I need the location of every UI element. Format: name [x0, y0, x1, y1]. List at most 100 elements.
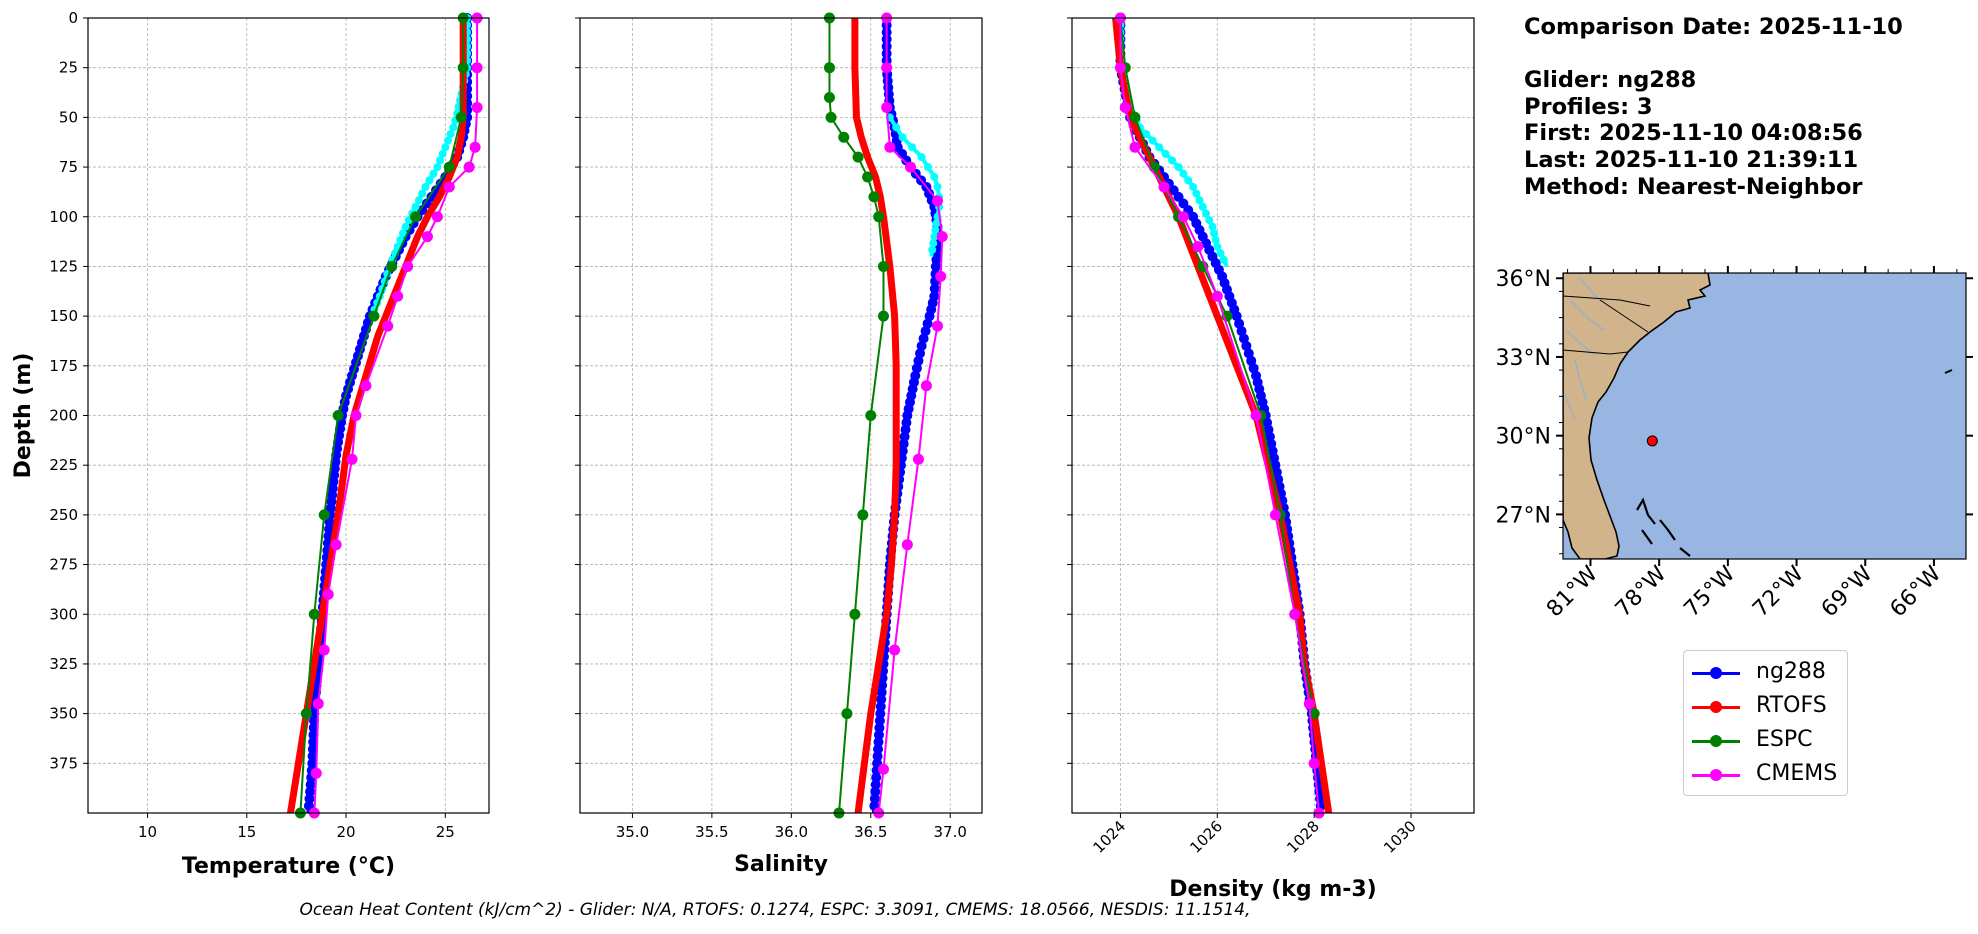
legend-label-rtofs: RTOFS — [1756, 693, 1827, 718]
data-point — [873, 744, 884, 755]
data-point — [1198, 202, 1207, 211]
data-point — [849, 608, 861, 620]
data-point — [414, 196, 423, 205]
data-point — [1195, 196, 1204, 205]
data-point — [838, 131, 850, 143]
data-point — [932, 195, 944, 207]
y-tick-label: 25 — [59, 59, 78, 77]
depth-ylabel: Depth (m) — [11, 353, 36, 479]
data-point — [1189, 182, 1198, 191]
y-tick-label: 200 — [49, 407, 78, 425]
legend-item-rtofs: RTOFS — [1692, 692, 1842, 722]
map-lon-label: 75°W — [1679, 561, 1740, 622]
data-point — [932, 320, 944, 332]
map-lat-label: 33°N — [1496, 346, 1551, 371]
series-line-espc — [828, 18, 885, 814]
data-point — [857, 509, 869, 521]
data-point — [1213, 242, 1222, 251]
data-point — [1303, 698, 1315, 710]
x-tick-label: 15 — [237, 823, 256, 841]
data-point — [877, 310, 889, 322]
legend-item-espc: ESPC — [1692, 726, 1842, 756]
data-point — [868, 191, 880, 203]
data-point — [309, 708, 320, 719]
data-point — [930, 232, 939, 241]
salinity-series — [823, 12, 948, 819]
legend-item-cmems: CMEMS — [1692, 760, 1842, 790]
legend-marker-ng288 — [1710, 667, 1722, 679]
data-point — [332, 410, 344, 421]
data-point — [913, 355, 924, 366]
x-tick-label: 1024 — [1090, 817, 1130, 857]
data-point — [933, 182, 942, 191]
data-point — [898, 133, 907, 142]
data-point — [873, 737, 884, 748]
data-point — [1308, 757, 1320, 769]
data-point — [1269, 509, 1281, 521]
data-point — [904, 161, 916, 173]
x-tick-label: 36.5 — [854, 823, 887, 841]
salinity-ticks: 35.0 35.5 36.0 36.5 37.0 — [575, 17, 967, 841]
map-bermuda — [1944, 369, 1953, 374]
data-point — [308, 729, 319, 740]
data-point — [1216, 249, 1225, 258]
data-point — [930, 261, 941, 272]
legend-marker-espc — [1710, 735, 1722, 747]
data-point — [1208, 222, 1217, 231]
data-point — [873, 729, 884, 740]
map-lon-label: 66°W — [1886, 561, 1947, 622]
x-tick-label: 36.0 — [775, 823, 808, 841]
y-tick-label: 225 — [49, 456, 78, 474]
data-point — [928, 245, 937, 254]
data-point — [421, 231, 433, 243]
data-point — [360, 380, 372, 392]
data-point — [911, 363, 922, 374]
map-land-coast — [1563, 273, 1711, 559]
data-point — [443, 161, 455, 173]
data-point — [431, 211, 443, 223]
map-lat-label: 36°N — [1496, 267, 1551, 292]
data-point — [823, 62, 835, 74]
data-point — [471, 62, 483, 74]
y-tick-label: 50 — [59, 108, 78, 126]
data-point — [1148, 136, 1157, 145]
data-point — [1168, 156, 1177, 165]
x-tick-label: 25 — [436, 823, 455, 841]
y-tick-label: 75 — [59, 158, 78, 176]
data-point — [932, 219, 941, 228]
data-point — [443, 136, 452, 145]
data-point — [1289, 608, 1301, 620]
data-point — [1219, 255, 1228, 264]
data-point — [869, 793, 880, 804]
data-point — [908, 143, 917, 152]
y-tick-label: 150 — [49, 307, 78, 325]
data-point — [875, 701, 886, 712]
data-point — [876, 687, 887, 698]
data-point — [1250, 410, 1262, 421]
data-point — [309, 715, 320, 726]
data-point — [1155, 143, 1164, 152]
data-point — [1308, 708, 1320, 720]
data-point — [436, 156, 445, 165]
data-point — [1142, 129, 1151, 138]
ocean-heat-content-footer: Ocean Heat Content (kJ/cm^2) - Glider: N… — [299, 900, 1251, 920]
temperature-grid — [88, 17, 489, 813]
density-series — [1112, 12, 1333, 819]
data-point — [1179, 169, 1188, 178]
data-point — [330, 539, 342, 551]
data-point — [455, 111, 467, 123]
data-point — [936, 231, 948, 243]
data-point — [870, 779, 881, 790]
data-point — [901, 539, 913, 551]
data-point — [875, 708, 886, 719]
data-point — [463, 161, 475, 173]
salinity-xlabel: Salinity — [734, 852, 828, 877]
data-point — [1211, 290, 1223, 302]
data-point — [322, 588, 334, 600]
data-point — [823, 92, 835, 103]
map-state-borders — [1563, 295, 1651, 355]
data-point — [318, 644, 330, 656]
data-point — [877, 680, 888, 691]
data-point — [421, 182, 430, 191]
